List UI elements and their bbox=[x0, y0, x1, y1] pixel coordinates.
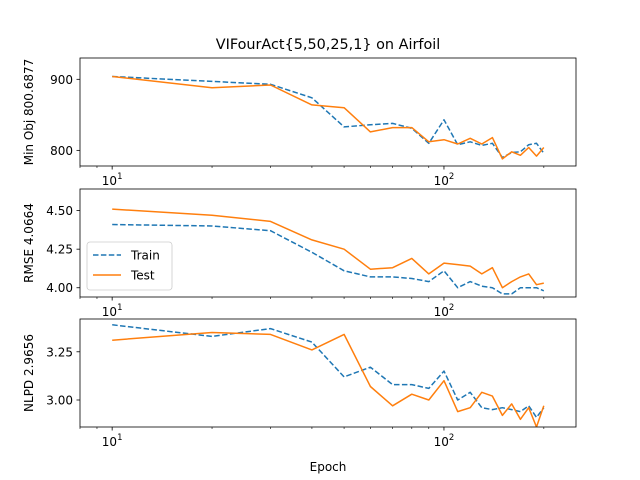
series-group bbox=[112, 324, 545, 427]
chart-panels: 101 102 800 900 Min Obj 800.6877 101 102 4.00 4.… bbox=[22, 57, 577, 449]
y-axis-label: NLPD 2.9656 bbox=[22, 334, 36, 412]
series-line-test bbox=[112, 75, 545, 160]
panel-1: 101 102 800 900 Min Obj 800.6877 bbox=[22, 57, 577, 188]
y-tick-label: 4.00 bbox=[46, 281, 73, 295]
series-line-train bbox=[112, 223, 545, 295]
legend-box bbox=[86, 241, 173, 291]
x-tick-label: 102 bbox=[434, 303, 455, 319]
panel-3: 101 102 3.00 3.25 NLPD 2.9656 bbox=[22, 318, 577, 449]
legend: Train Test bbox=[86, 241, 173, 291]
legend-label-train: Train bbox=[130, 249, 160, 263]
y-tick-label: 900 bbox=[50, 73, 73, 87]
y-tick-label: 800 bbox=[50, 144, 73, 158]
x-axis-label: Epoch bbox=[310, 460, 347, 474]
series-group bbox=[112, 75, 545, 160]
series-line-train bbox=[112, 324, 545, 419]
y-tick-label: 3.00 bbox=[46, 394, 73, 408]
y-axis-label: RMSE 4.0664 bbox=[22, 203, 36, 283]
x-tick-label: 101 bbox=[102, 172, 123, 188]
panel-frame bbox=[79, 57, 577, 167]
y-tick-label: 4.25 bbox=[46, 243, 73, 257]
series-line-test bbox=[112, 208, 544, 289]
series-group bbox=[112, 208, 545, 295]
x-tick-label: 102 bbox=[434, 433, 455, 449]
y-axis-label: Min Obj 800.6877 bbox=[22, 59, 36, 166]
x-tick-label: 101 bbox=[102, 303, 123, 319]
y-tick-label: 4.50 bbox=[46, 204, 73, 218]
y-tick-label: 3.25 bbox=[46, 345, 73, 359]
panel-frame bbox=[79, 188, 577, 298]
x-tick-label: 101 bbox=[102, 433, 123, 449]
x-tick-label: 102 bbox=[434, 172, 455, 188]
legend-label-test: Test bbox=[130, 269, 155, 283]
panel-2: 101 102 4.00 4.25 4.50 RMSE 4.0664 Train Test bbox=[22, 188, 577, 319]
series-line-test bbox=[112, 331, 545, 427]
panel-frame bbox=[79, 318, 577, 428]
series-line-train bbox=[112, 75, 545, 159]
chart-title: VIFourAct{5,50,25,1} on Airfoil bbox=[216, 37, 441, 53]
